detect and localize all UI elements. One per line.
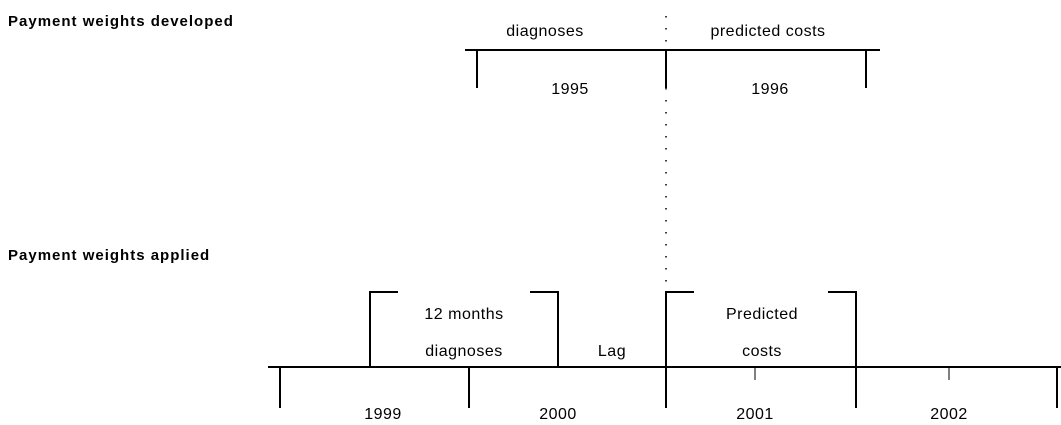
year-label: 2002 xyxy=(930,406,968,423)
period-label: diagnoses xyxy=(506,23,583,40)
section-title: Payment weights applied xyxy=(8,247,210,264)
bracket xyxy=(530,291,559,367)
section-title: Payment weights developed xyxy=(8,13,234,30)
segment-label: Lag xyxy=(598,343,626,360)
bracket xyxy=(828,291,857,367)
bracket xyxy=(369,291,398,367)
segment-label: 12 months xyxy=(424,306,503,323)
segment-label: Predicted xyxy=(726,306,798,323)
period-label: predicted costs xyxy=(710,23,825,40)
segment-label: costs xyxy=(742,343,782,360)
year-label: 1999 xyxy=(364,406,402,423)
year-label: 1996 xyxy=(751,81,789,98)
bracket xyxy=(665,291,694,367)
segment-label: diagnoses xyxy=(425,343,502,360)
year-label: 2000 xyxy=(539,406,577,423)
year-label: 2001 xyxy=(736,406,774,423)
year-label: 1995 xyxy=(551,81,589,98)
